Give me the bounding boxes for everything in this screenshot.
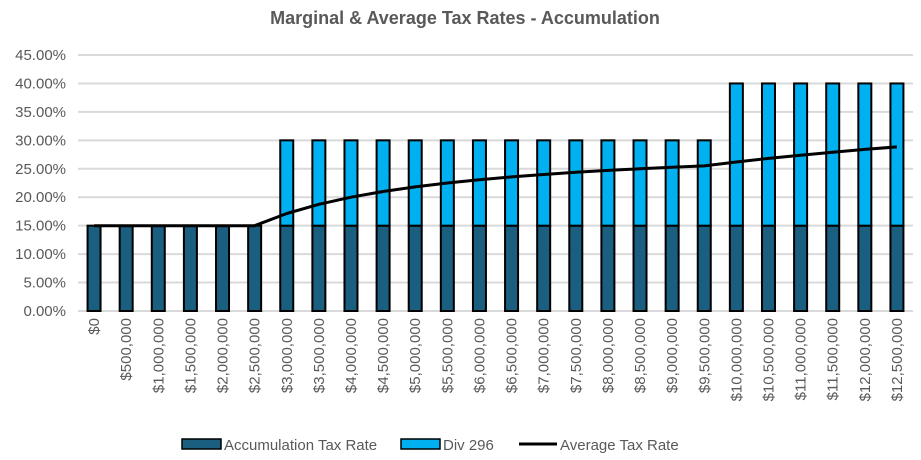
legend: Accumulation Tax Rate Div 296 Average Ta… [181, 437, 679, 454]
y-axis-ticks: 0.00% 5.00% 10.00% 15.00% 20.00% 25.00% 30.00%… [15, 47, 66, 320]
x-tick-label: $8,000,000 [600, 318, 617, 393]
x-tick-label: $4,500,000 [375, 318, 392, 393]
x-tick-label: $3,500,000 [311, 318, 328, 393]
bar-accumulation [471, 224, 487, 313]
bar-accumulation [343, 224, 359, 313]
bar-accumulation [760, 224, 776, 313]
legend-label-average: Average Tax Rate [560, 437, 679, 454]
bar-div296 [568, 139, 584, 227]
legend-item-average[interactable]: Average Tax Rate [519, 437, 679, 454]
x-tick-label: $11,000,000 [793, 318, 810, 400]
x-tick-label: $2,500,000 [247, 318, 264, 393]
average-tax-rate-line [94, 145, 898, 228]
bar-accumulation [247, 224, 263, 313]
bar-accumulation [600, 224, 616, 313]
legend-label-accumulation: Accumulation Tax Rate [224, 437, 377, 454]
bar-accumulation [536, 224, 552, 313]
bar-div296 [632, 139, 648, 227]
bar-accumulation [311, 224, 327, 313]
x-tick-label: $3,000,000 [279, 318, 296, 393]
y-tick-label: 45.00% [15, 47, 66, 64]
x-tick-label: $500,000 [118, 318, 135, 381]
bar-div296 [375, 139, 391, 227]
bar-accumulation [889, 224, 905, 313]
bar-accumulation [504, 224, 520, 313]
y-tick-label: 15.00% [15, 218, 66, 235]
x-tick-label: $10,000,000 [728, 318, 745, 401]
legend-swatch-accumulation [181, 438, 222, 450]
x-tick-label: $0 [86, 318, 103, 335]
bar-div296 [760, 82, 776, 227]
x-tick-label: $12,000,000 [857, 318, 874, 401]
bar-div296 [471, 139, 487, 227]
bar-accumulation [407, 224, 423, 313]
legend-item-div296[interactable]: Div 296 [400, 437, 494, 454]
y-tick-label: 20.00% [15, 189, 66, 206]
bar-accumulation [439, 224, 455, 313]
bar-accumulation [664, 224, 680, 313]
x-tick-label: $5,000,000 [407, 318, 424, 393]
bar-div296 [728, 82, 744, 227]
bar-div296 [889, 82, 905, 227]
bar-div296 [857, 82, 873, 227]
x-axis-ticks: $0 $500,000 $1,000,000 $1,500,000 $2,000,000… [86, 318, 906, 401]
bar-accumulation [86, 224, 102, 313]
y-tick-label: 40.00% [15, 75, 66, 92]
chart-title: Marginal & Average Tax Rates - Accumulat… [270, 8, 660, 28]
bar-accumulation [825, 224, 841, 313]
y-tick-label: 5.00% [23, 275, 66, 292]
x-tick-label: $6,500,000 [504, 318, 521, 393]
bar-div296 [536, 139, 552, 227]
bar-accumulation [632, 224, 648, 313]
bar-div296 [600, 139, 616, 227]
y-tick-label: 0.00% [23, 303, 66, 320]
bar-accumulation [279, 224, 295, 313]
legend-item-accumulation[interactable]: Accumulation Tax Rate [181, 437, 377, 454]
bar-accumulation [568, 224, 584, 313]
x-tick-label: $5,500,000 [439, 318, 456, 393]
bar-accumulation [150, 224, 166, 313]
bar-accumulation [182, 224, 198, 313]
bar-accumulation [118, 224, 134, 313]
x-tick-label: $12,500,000 [889, 318, 906, 401]
x-tick-label: $10,500,000 [760, 318, 777, 401]
gridlines [78, 54, 913, 312]
bar-div296 [343, 139, 359, 227]
y-tick-label: 25.00% [15, 161, 66, 178]
bar-div296 [664, 139, 680, 227]
x-tick-label: $8,500,000 [632, 318, 649, 393]
x-tick-label: $1,500,000 [182, 318, 199, 393]
bar-div296 [311, 139, 327, 227]
bars [86, 82, 905, 313]
x-tick-label: $9,000,000 [664, 318, 681, 393]
bar-div296 [504, 139, 520, 227]
x-tick-label: $9,500,000 [696, 318, 713, 393]
y-tick-label: 30.00% [15, 132, 66, 149]
x-tick-label: $6,000,000 [471, 318, 488, 393]
x-tick-label: $4,000,000 [343, 318, 360, 393]
bar-accumulation [696, 224, 712, 313]
bar-div296 [825, 82, 841, 227]
y-tick-label: 10.00% [15, 246, 66, 263]
average-line-layer [94, 145, 898, 228]
x-tick-label: $7,000,000 [536, 318, 553, 393]
x-tick-label: $11,500,000 [825, 318, 842, 400]
bar-accumulation [215, 224, 231, 313]
bar-accumulation [728, 224, 744, 313]
bar-accumulation [857, 224, 873, 313]
x-tick-label: $7,500,000 [568, 318, 585, 393]
legend-label-div296: Div 296 [443, 437, 494, 454]
bar-div296 [407, 139, 423, 227]
x-tick-label: $1,000,000 [150, 318, 167, 393]
legend-swatch-div296 [400, 438, 441, 450]
bar-accumulation [375, 224, 391, 313]
bar-accumulation [793, 224, 809, 313]
bar-div296 [279, 139, 295, 227]
bar-div296 [696, 139, 712, 227]
y-tick-label: 35.00% [15, 104, 66, 121]
x-tick-label: $2,000,000 [215, 318, 232, 393]
